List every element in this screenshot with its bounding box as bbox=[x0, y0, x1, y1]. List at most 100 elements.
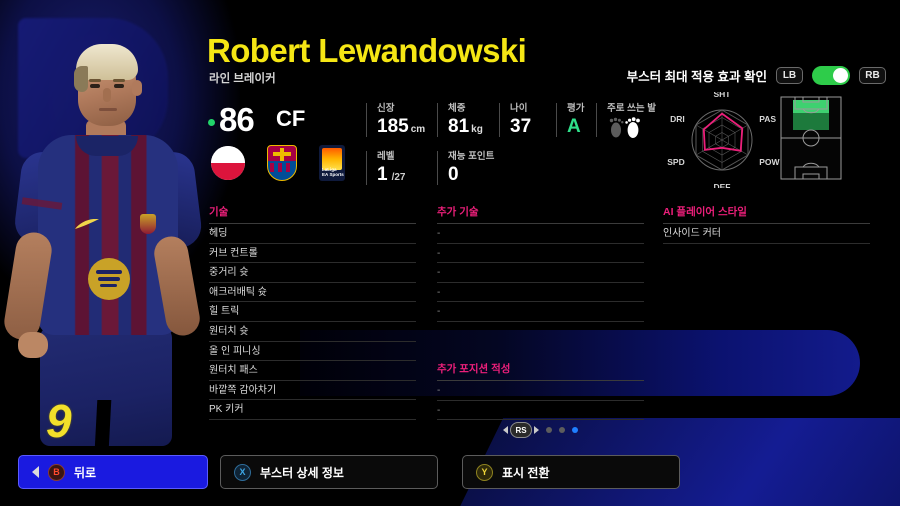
stat-sub: /27 bbox=[391, 172, 406, 183]
stats-grid: 신장 185 cm 체중 81 kg 나이 37 평가 A 레벨 1/27 재능 포 bbox=[366, 100, 616, 185]
list-item[interactable]: - bbox=[437, 381, 644, 401]
list-item[interactable]: 올 인 피니싱 bbox=[209, 342, 416, 362]
stat-value: A bbox=[567, 116, 581, 137]
list-item[interactable]: 애크러배틱 슛 bbox=[209, 283, 416, 303]
page-indicator[interactable]: RS bbox=[503, 422, 578, 438]
list-item[interactable]: 바깥쪽 감아차기 bbox=[209, 381, 416, 401]
stat-label: 신장 bbox=[377, 103, 395, 114]
pagination-dot[interactable] bbox=[546, 427, 552, 433]
list-item[interactable]: - bbox=[437, 283, 644, 303]
divider bbox=[437, 379, 644, 381]
radar-series bbox=[702, 112, 744, 152]
back-button[interactable]: B 뒤로 bbox=[18, 455, 208, 489]
stat-height: 신장 185 cm bbox=[366, 100, 437, 137]
chevron-left-icon bbox=[32, 466, 39, 478]
position-pitch-map bbox=[780, 96, 842, 180]
extra-positions-title: 추가 포지션 적성 bbox=[437, 362, 511, 375]
ai-style-list: 인사이드 커터 bbox=[663, 224, 870, 244]
right-stick-hint: RS bbox=[503, 422, 539, 438]
list-item[interactable]: - bbox=[437, 401, 644, 421]
extra-column: 추가 기술 ----- 추가 포지션 적성 -- bbox=[437, 204, 644, 421]
lb-bumper-button[interactable]: LB bbox=[776, 67, 803, 84]
stat-age: 나이 37 bbox=[499, 100, 556, 137]
ai-style-title: AI 플레이어 스타일 bbox=[663, 206, 747, 218]
stat-label: 레벨 bbox=[377, 151, 395, 162]
stat-label: 주로 쓰는 발 bbox=[607, 103, 656, 114]
toggle-display-button[interactable]: Y 표시 전환 bbox=[462, 455, 680, 489]
stat-label: 재능 포인트 bbox=[448, 151, 495, 162]
booster-toggle-label: 부스터 최대 적용 효과 확인 bbox=[626, 70, 767, 84]
toggle-display-label: 표시 전환 bbox=[502, 465, 550, 480]
overall-rating: 86 bbox=[219, 101, 255, 138]
list-item[interactable]: 원터치 슛 bbox=[209, 322, 416, 342]
player-subtitle: 라인 브레이커 bbox=[209, 73, 276, 85]
kit-crest-icon bbox=[140, 214, 156, 234]
skills-title: 기술 bbox=[209, 206, 229, 218]
stat-talent-points: 재능 포인트 0 bbox=[437, 148, 557, 185]
list-item[interactable]: 힐 트릭 bbox=[209, 302, 416, 322]
list-item[interactable]: 중거리 슛 bbox=[209, 263, 416, 283]
booster-toggle-switch[interactable] bbox=[812, 66, 850, 85]
stat-value: 1 bbox=[377, 164, 388, 185]
pagination-dot[interactable] bbox=[559, 427, 565, 433]
badge-row: LaLiga EA Sports bbox=[211, 145, 345, 181]
page-title: Robert Lewandowski bbox=[207, 32, 527, 69]
rb-bumper-button[interactable]: RB bbox=[859, 67, 886, 84]
stat-unit: cm bbox=[410, 124, 426, 135]
list-item[interactable]: 헤딩 bbox=[209, 224, 416, 244]
ai-style-column: AI 플레이어 스타일 인사이드 커터 bbox=[663, 204, 870, 244]
pagination-dots[interactable] bbox=[546, 427, 578, 433]
stat-value: 185 bbox=[377, 116, 409, 137]
poland-flag-icon bbox=[211, 146, 245, 180]
stats-row-secondary: 레벨 1/27 재능 포인트 0 bbox=[366, 148, 616, 185]
footprints-icon bbox=[607, 117, 656, 144]
spotify-sponsor-icon bbox=[88, 258, 130, 300]
divider bbox=[663, 223, 870, 224]
stat-value: 81 bbox=[448, 116, 470, 137]
list-item[interactable]: 인사이드 커터 bbox=[663, 224, 870, 244]
stat-weight: 체중 81 kg bbox=[437, 100, 499, 137]
list-item[interactable]: 원터치 패스 bbox=[209, 361, 416, 381]
list-item[interactable]: 커브 컨트롤 bbox=[209, 244, 416, 264]
radar-axis-label: SHT bbox=[714, 92, 732, 99]
rs-stick-icon: RS bbox=[510, 422, 532, 438]
list-item[interactable]: - bbox=[437, 244, 644, 264]
list-item[interactable]: - bbox=[437, 224, 644, 244]
stat-label: 나이 bbox=[510, 103, 528, 114]
radar-axis-label: DRI bbox=[670, 114, 685, 124]
stat-value: 37 bbox=[510, 116, 532, 137]
gamepad-x-icon: X bbox=[234, 463, 251, 481]
laliga-logo-icon: LaLiga EA Sports bbox=[319, 145, 345, 181]
ability-radar-chart: SHT PAS POW DEF SPD DRI bbox=[662, 89, 782, 192]
rating-status-dot bbox=[208, 119, 215, 126]
radar-axis-label: DEF bbox=[714, 182, 731, 188]
gamepad-y-icon: Y bbox=[476, 463, 493, 481]
toggle-knob bbox=[833, 68, 848, 83]
radar-axis-label: PAS bbox=[759, 114, 776, 124]
divider bbox=[209, 223, 416, 224]
booster-toggle-row: 부스터 최대 적용 효과 확인 LB RB bbox=[627, 66, 886, 85]
chevron-right-icon bbox=[534, 426, 539, 434]
divider bbox=[437, 223, 644, 224]
list-item[interactable]: PK 키커 bbox=[209, 400, 416, 420]
booster-detail-button[interactable]: X 부스터 상세 정보 bbox=[220, 455, 438, 489]
stat-label: 체중 bbox=[448, 103, 466, 114]
stat-level: 레벨 1/27 bbox=[366, 148, 437, 185]
extra-skills-list: ----- bbox=[437, 224, 644, 322]
chevron-left-icon bbox=[503, 426, 508, 434]
pagination-dot[interactable] bbox=[572, 427, 578, 433]
back-button-label: 뒤로 bbox=[74, 465, 97, 480]
list-item[interactable]: - bbox=[437, 302, 644, 322]
nike-swoosh-icon bbox=[74, 218, 100, 230]
player-render: 9 bbox=[0, 0, 215, 506]
stat-label: 평가 bbox=[567, 103, 585, 114]
stat-unit: kg bbox=[471, 124, 483, 135]
stats-row-primary: 신장 185 cm 체중 81 kg 나이 37 평가 A bbox=[366, 100, 616, 137]
stat-grade: 평가 A bbox=[556, 100, 616, 137]
stat-preferred-foot: 주로 쓰는 발 bbox=[596, 100, 656, 144]
list-item[interactable]: - bbox=[437, 263, 644, 283]
radar-axis-label: SPD bbox=[667, 157, 684, 167]
